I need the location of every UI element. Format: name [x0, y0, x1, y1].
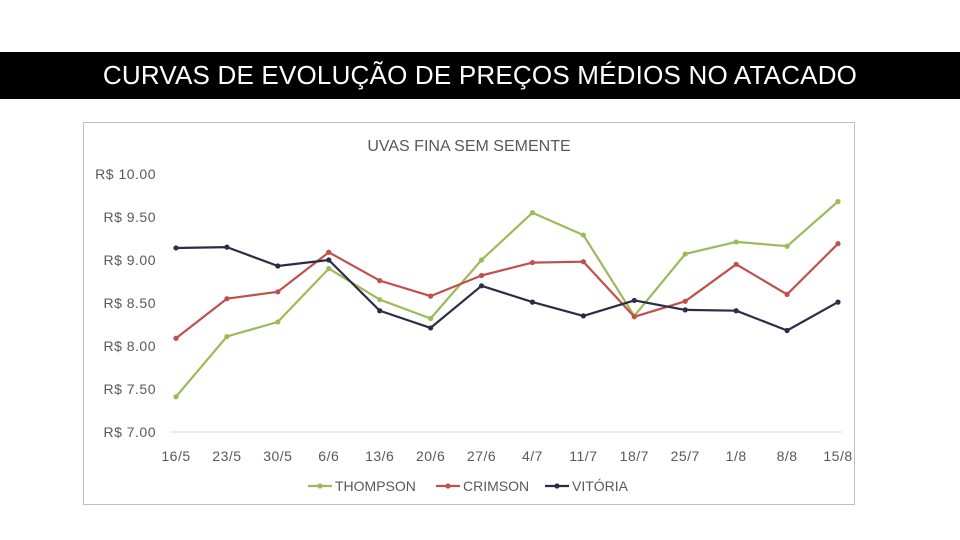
x-tick-label: 23/5 [212, 448, 241, 464]
series-line-crimson [175, 242, 839, 340]
data-point-vitoria [428, 325, 434, 331]
data-point-crimson [682, 298, 688, 304]
x-tick-label: 30/5 [263, 448, 292, 464]
y-tick-label: R$ 10.00 [95, 166, 156, 182]
data-point-vitoria [377, 308, 383, 314]
x-tick-label: 15/8 [823, 448, 852, 464]
data-point-vitoria [529, 299, 536, 305]
data-point-crimson [733, 261, 739, 267]
title-banner: CURVAS DE EVOLUÇÃO DE PREÇOS MÉDIOS NO A… [0, 52, 960, 99]
data-point-crimson [275, 289, 281, 295]
data-point-crimson [580, 259, 586, 265]
y-tick-label: R$ 7.00 [103, 424, 156, 440]
x-tick-label: 16/5 [161, 448, 190, 464]
series-line-vitoria [175, 246, 839, 332]
data-point-crimson [478, 272, 485, 279]
data-point-thompson [580, 232, 586, 238]
x-tick-label: 20/6 [416, 448, 445, 464]
data-point-crimson [326, 249, 332, 255]
data-point-vitoria [835, 299, 841, 305]
data-point-vitoria [580, 313, 586, 319]
x-tick-label: 1/8 [726, 448, 747, 464]
data-point-thompson [835, 198, 841, 205]
data-point-vitoria [173, 245, 179, 251]
data-point-thompson [428, 315, 434, 322]
data-point-thompson [275, 319, 281, 325]
data-point-vitoria [478, 283, 485, 289]
x-tick-label: 25/7 [671, 448, 700, 464]
data-point-thompson [478, 257, 485, 263]
x-tick-label: 8/8 [777, 448, 798, 464]
data-point-thompson [784, 243, 790, 249]
data-point-crimson [224, 296, 230, 302]
data-point-thompson [377, 296, 383, 303]
data-point-vitoria [631, 297, 637, 304]
data-point-crimson [173, 335, 179, 341]
data-point-crimson [377, 278, 383, 284]
x-tick-label: 27/6 [467, 448, 496, 464]
data-point-thompson [682, 251, 688, 257]
data-point-vitoria [682, 307, 688, 313]
legend-label-vitoria: VITÓRIA [572, 478, 629, 494]
data-point-thompson [224, 333, 230, 340]
data-point-thompson [326, 266, 332, 272]
legend-marker-vitoria [554, 483, 560, 489]
data-point-vitoria [784, 327, 790, 334]
y-tick-label: R$ 9.00 [103, 252, 156, 268]
data-point-crimson [835, 241, 841, 247]
x-tick-label: 13/6 [365, 448, 394, 464]
legend-label-thompson: THOMPSON [335, 478, 416, 494]
series-line-thompson [175, 200, 839, 398]
data-point-thompson [173, 394, 179, 400]
data-point-crimson [428, 293, 434, 299]
y-tick-label: R$ 7.50 [103, 381, 156, 397]
x-tick-label: 11/7 [569, 448, 597, 464]
data-point-vitoria [733, 308, 739, 314]
chart-title: UVAS FINA SEM SEMENTE [367, 138, 570, 155]
data-point-crimson [631, 314, 637, 320]
y-tick-label: R$ 8.50 [103, 295, 156, 311]
legend-marker-thompson [317, 483, 323, 489]
chart-frame [83, 122, 855, 505]
x-tick-label: 6/6 [318, 448, 339, 464]
data-point-crimson [529, 259, 536, 266]
data-point-vitoria [326, 257, 332, 263]
x-tick-label: 4/7 [522, 448, 543, 464]
x-tick-label: 18/7 [620, 448, 649, 464]
data-point-crimson [784, 291, 790, 297]
legend-marker-crimson [445, 483, 451, 489]
data-point-vitoria [224, 244, 230, 250]
data-point-thompson [733, 239, 739, 245]
data-point-thompson [529, 210, 536, 216]
data-point-vitoria [275, 263, 281, 269]
y-tick-label: R$ 9.50 [103, 209, 156, 225]
slide-title: CURVAS DE EVOLUÇÃO DE PREÇOS MÉDIOS NO A… [102, 60, 858, 90]
legend-label-crimson: CRIMSON [463, 478, 529, 494]
y-tick-label: R$ 8.00 [103, 338, 156, 354]
